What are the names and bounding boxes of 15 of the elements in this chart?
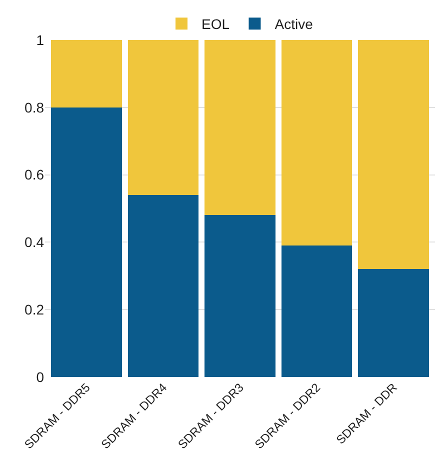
legend-label: Active: [274, 16, 314, 32]
bar: [128, 195, 199, 377]
bar: [51, 40, 122, 108]
y-tick-label: 0.6: [24, 166, 44, 183]
y-tick-label: 0.8: [24, 99, 44, 116]
y-tick-label: 0: [36, 368, 44, 385]
y-tick-label: 0.2: [24, 302, 44, 318]
legend-label: EOL: [202, 16, 230, 32]
bar: [204, 215, 276, 377]
bar: [281, 246, 352, 377]
bar: [358, 40, 429, 270]
y-tick-label: 1: [36, 32, 44, 48]
bar: [358, 269, 429, 377]
bar: [51, 107, 122, 377]
y-tick-label: 0.4: [24, 234, 44, 250]
